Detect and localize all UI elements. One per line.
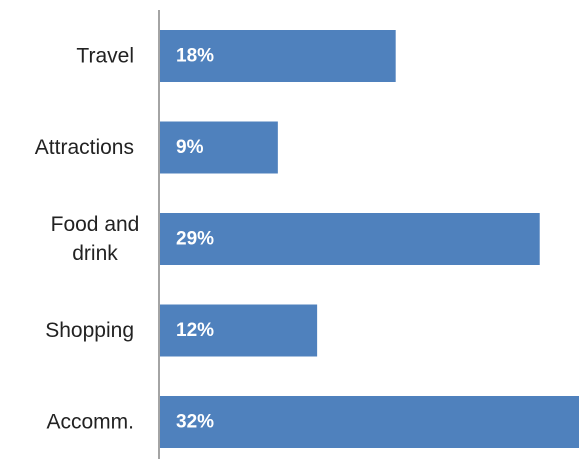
value-label-2: 9%	[176, 137, 204, 158]
category-label-2: Attractions	[35, 136, 134, 159]
category-label-line: Shopping	[45, 319, 134, 342]
category-label-line: drink	[72, 242, 118, 265]
bar-1	[160, 30, 396, 82]
bar-4	[160, 304, 318, 357]
bar-3	[160, 213, 540, 265]
value-label-5: 32%	[176, 412, 214, 433]
category-label-line: Attractions	[35, 136, 134, 159]
category-label-3: Food and drink	[51, 213, 140, 265]
value-label-4: 12%	[176, 320, 214, 341]
category-label-4: Shopping	[45, 319, 134, 342]
value-label-3: 29%	[176, 229, 214, 250]
category-label-line: Travel	[76, 45, 134, 68]
bar-5	[160, 396, 579, 448]
category-label-5: Accomm.	[46, 411, 134, 434]
bar-2	[160, 121, 278, 174]
value-label-1: 18%	[176, 46, 214, 67]
bars-group	[160, 30, 579, 448]
value-labels-group: 18% 9% 29% 12% 32%	[176, 46, 214, 433]
category-label-line: Accomm.	[46, 411, 134, 434]
category-label-1: Travel	[76, 45, 134, 68]
category-labels-group: Travel Attractions Food and drink Shopping Ac…	[35, 45, 140, 434]
category-label-line: Food and	[51, 213, 140, 236]
